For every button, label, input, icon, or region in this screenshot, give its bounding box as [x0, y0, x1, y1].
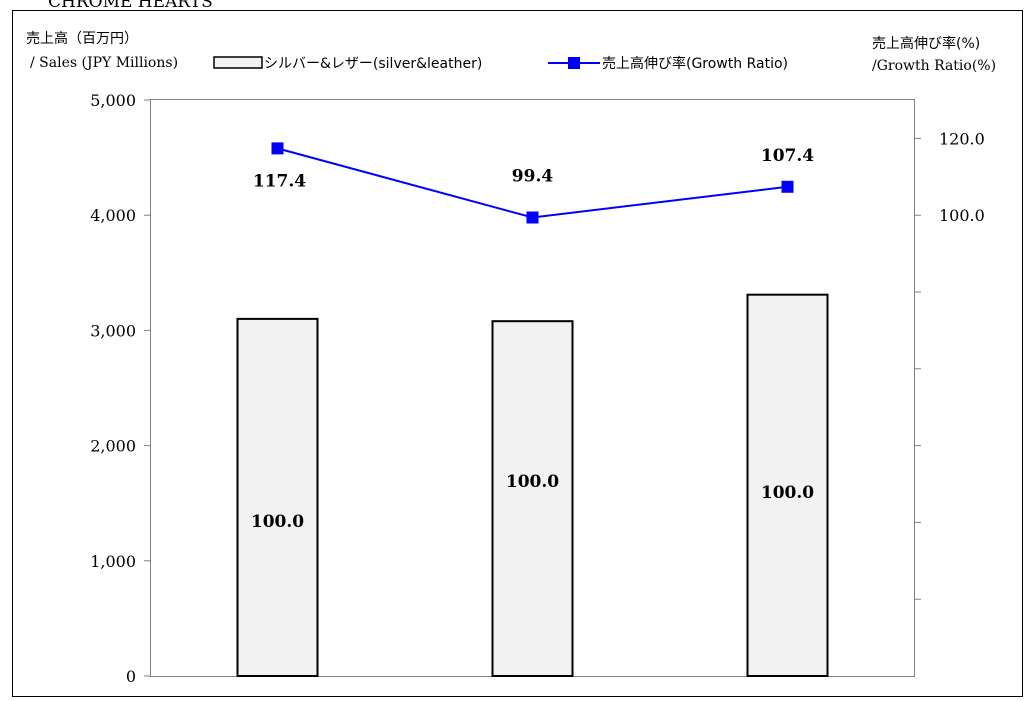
- y-left-tick-label: 0: [126, 667, 136, 686]
- y-right-tick-label: 120.0: [939, 129, 985, 148]
- legend-line-label: 売上高伸び率(Growth Ratio): [602, 55, 788, 72]
- right-axis: 100.0 120.0: [915, 129, 985, 600]
- bar: [746, 293, 829, 677]
- y-left-tick-label: 4,000: [90, 206, 136, 225]
- growth-point: [781, 180, 794, 193]
- y-left-tick-label: 2,000: [90, 437, 136, 456]
- bar-data-label: 100.0: [506, 472, 559, 492]
- y-left-label-line1: 売上高（百万円）: [26, 30, 138, 47]
- y-left-label-line2: / Sales (JPY Millions): [30, 55, 178, 71]
- growth-line-series: 117.4 99.4 107.4: [253, 142, 814, 224]
- growth-point: [526, 211, 539, 224]
- legend-line-marker: [568, 57, 580, 69]
- chart-title: CHROME HEARTS: [48, 0, 213, 12]
- growth-data-label: 107.4: [761, 146, 814, 166]
- bar: [491, 320, 574, 677]
- left-axis: 0 1,000 2,000 3,000 4,000 5,000: [90, 91, 150, 686]
- growth-point: [271, 142, 284, 155]
- legend-bar-label: シルバー&レザー(silver&leather): [264, 56, 482, 72]
- growth-data-label: 99.4: [512, 167, 554, 187]
- y-right-label-line2: /Growth Ratio(%): [872, 58, 996, 74]
- legend-bar-swatch: [213, 56, 263, 69]
- y-right-tick-label: 100.0: [939, 206, 985, 225]
- y-left-tick-label: 1,000: [90, 552, 136, 571]
- bar-series: 100.0 100.0 100.0: [236, 293, 829, 677]
- y-left-tick-label: 5,000: [90, 91, 136, 110]
- legend: シルバー&レザー(silver&leather) 売上高伸び率(Growth R…: [213, 55, 788, 72]
- bar-data-label: 100.0: [761, 483, 814, 503]
- bar-data-label: 100.0: [251, 512, 304, 532]
- y-left-tick-label: 3,000: [90, 321, 136, 340]
- bar: [236, 317, 319, 677]
- y-right-label-line1: 売上高伸び率(%): [872, 35, 980, 52]
- growth-data-label: 117.4: [253, 171, 306, 191]
